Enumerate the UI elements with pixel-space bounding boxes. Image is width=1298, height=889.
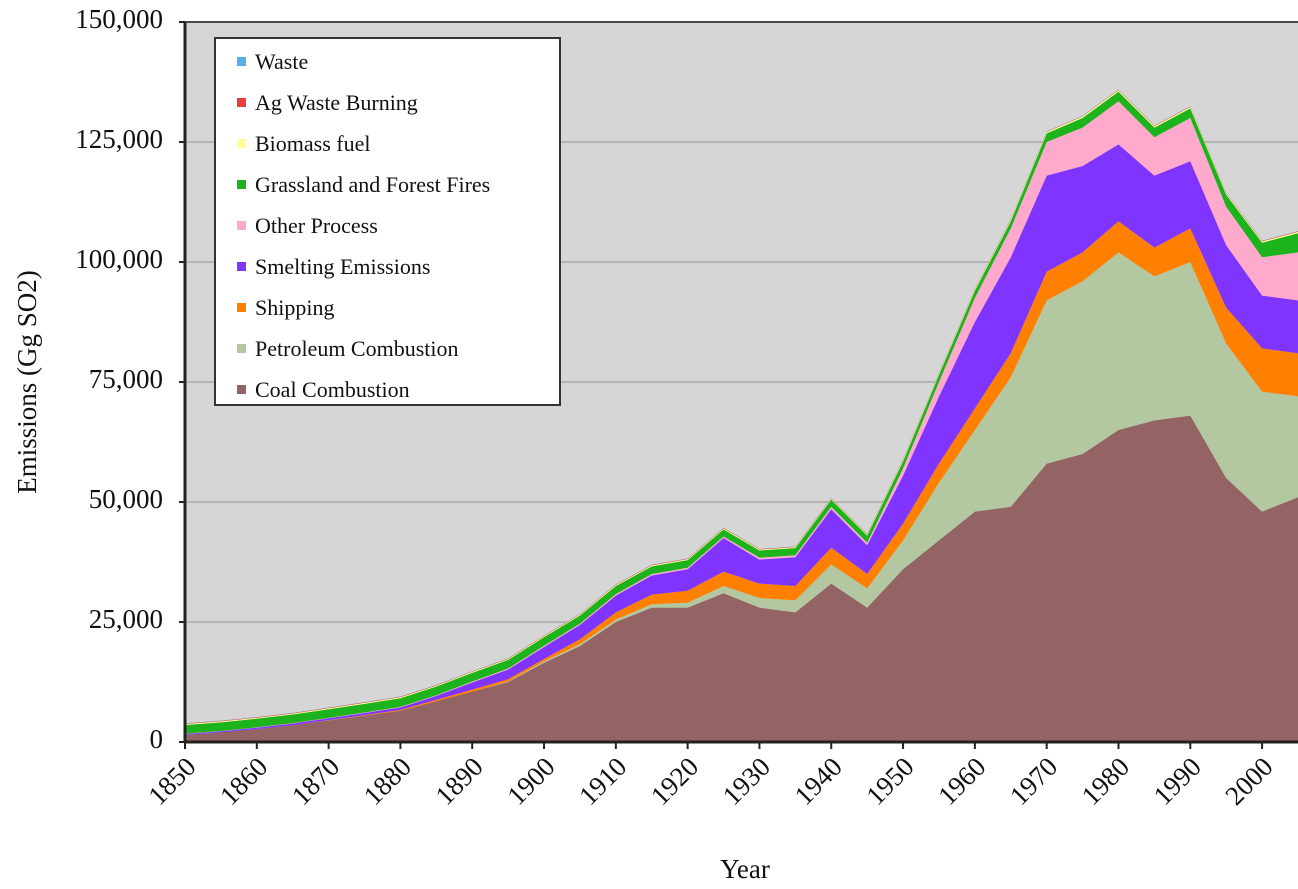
- x-tick-label: 1890: [429, 751, 488, 810]
- x-tick-label: 1870: [286, 751, 345, 810]
- y-tick-label: 100,000: [75, 244, 163, 274]
- legend-label: Other Process: [255, 213, 378, 238]
- y-tick-label: 50,000: [89, 484, 163, 514]
- legend-swatch: [237, 98, 246, 107]
- x-tick-label: 1970: [1004, 751, 1063, 810]
- x-tick-label: 1860: [214, 751, 273, 810]
- legend-label: Shipping: [255, 295, 334, 320]
- legend-label: Coal Combustion: [255, 377, 410, 402]
- y-tick-label: 150,000: [75, 4, 163, 34]
- x-tick-label: 1960: [932, 751, 991, 810]
- x-tick-label: 1920: [645, 751, 704, 810]
- legend-swatch: [237, 221, 246, 230]
- legend-swatch: [237, 385, 246, 394]
- legend-swatch: [237, 139, 246, 148]
- legend-label: Grassland and Forest Fires: [255, 172, 490, 197]
- y-tick-label: 0: [150, 724, 164, 754]
- y-tick-label: 25,000: [89, 604, 163, 634]
- area: [185, 415, 1298, 742]
- x-tick-label: 1990: [1148, 751, 1207, 810]
- y-tick-label: 75,000: [89, 364, 163, 394]
- area: [185, 221, 1298, 735]
- legend-swatch: [237, 303, 246, 312]
- x-axis-label: Year: [720, 854, 770, 884]
- legend-swatch: [237, 180, 246, 189]
- legend-box: [214, 37, 561, 406]
- x-tick-label: 1900: [501, 751, 560, 810]
- area: [185, 252, 1298, 735]
- x-tick-label: 1910: [573, 751, 632, 810]
- legend-label: Biomass fuel: [255, 131, 371, 156]
- x-tick-label: 2000: [1219, 751, 1278, 810]
- legend-swatch: [237, 344, 246, 353]
- legend-swatch: [237, 262, 246, 271]
- x-tick-label: 1940: [788, 751, 847, 810]
- legend-swatch: [237, 57, 246, 66]
- x-tick-label: 1980: [1076, 751, 1135, 810]
- x-tick-label: 1850: [142, 751, 201, 810]
- area: [185, 144, 1298, 735]
- legend-label: Waste: [255, 49, 308, 74]
- y-axis-label: Emissions (Gg SO2): [12, 270, 42, 494]
- x-tick-label: 1950: [860, 751, 919, 810]
- y-tick-label: 125,000: [75, 124, 163, 154]
- x-tick-label: 1930: [717, 751, 776, 810]
- x-tick-label: 1880: [358, 751, 417, 810]
- legend-label: Petroleum Combustion: [255, 336, 459, 361]
- legend-label: Ag Waste Burning: [255, 90, 418, 115]
- legend-label: Smelting Emissions: [255, 254, 430, 279]
